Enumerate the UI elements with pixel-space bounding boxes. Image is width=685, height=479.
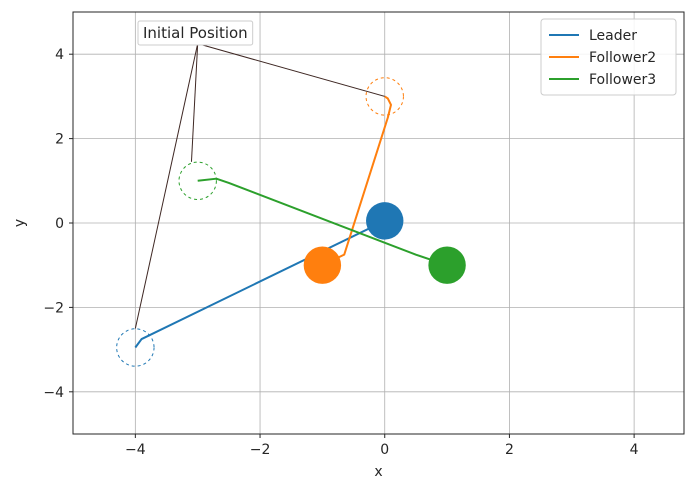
annotation-arrows [134, 43, 385, 329]
x-tick-label: −4 [125, 442, 146, 458]
legend-box [540, 18, 677, 96]
x-tick-label: 2 [505, 442, 514, 458]
x-tick-label: 4 [630, 442, 639, 458]
annotation-text: Initial Position [143, 24, 248, 42]
legend: Leader Follower2 Follower3 [540, 18, 677, 96]
series-layer [116, 77, 466, 367]
annotation-label: Initial Position [137, 20, 254, 46]
start-circle [178, 161, 217, 201]
end-marker [428, 246, 466, 284]
legend-label: Follower3 [589, 72, 656, 88]
start-circle [116, 328, 155, 367]
trajectory-line [134, 219, 386, 349]
legend-label: Leader [589, 28, 637, 44]
annotation-arrow [197, 43, 385, 97]
annotation-box [137, 20, 254, 46]
axis-ticks: −4 −2 0 2 4 −4 −2 0 2 4 [43, 47, 638, 458]
trajectory-line [321, 95, 392, 267]
x-tick-label: 0 [380, 442, 389, 458]
end-marker [303, 246, 342, 284]
y-tick-label: 2 [55, 132, 64, 148]
legend-label: Follower2 [589, 50, 656, 66]
y-tick-label: 4 [55, 47, 64, 63]
series-follower3 [178, 161, 466, 284]
x-axis-label: x [374, 464, 382, 479]
start-circle [365, 77, 404, 116]
series-leader [116, 202, 404, 367]
trajectory-line [197, 177, 448, 267]
y-axis-label: y [12, 219, 28, 227]
y-tick-label: 0 [55, 216, 64, 232]
x-tick-label: −2 [250, 442, 271, 458]
y-tick-label: −2 [43, 300, 64, 316]
series-follower2 [303, 77, 404, 284]
annotation-arrow [190, 43, 199, 162]
end-marker [366, 202, 404, 240]
y-tick-label: −4 [43, 385, 64, 401]
annotation-arrow [134, 43, 199, 329]
